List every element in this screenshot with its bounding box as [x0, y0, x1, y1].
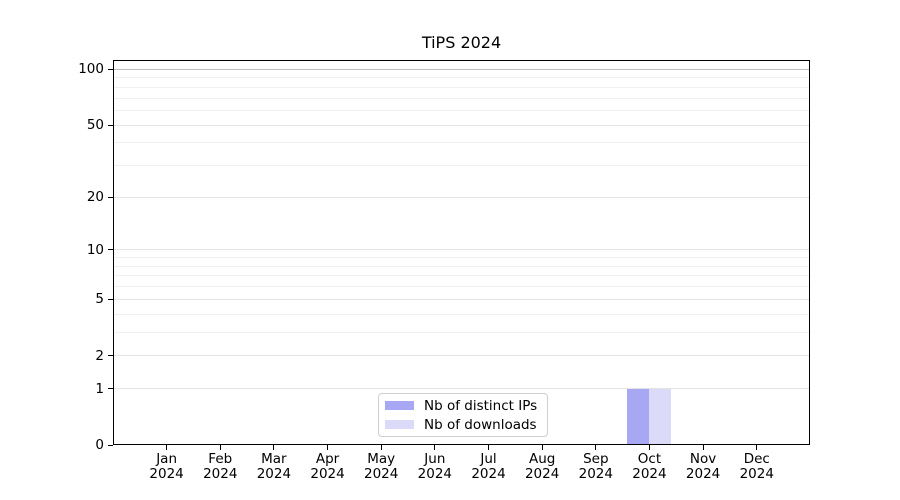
- y-tick-mark: [108, 124, 113, 126]
- y-tick-mark: [108, 444, 113, 446]
- y-tick-mark: [108, 355, 113, 357]
- y-tick-label: 0: [95, 437, 104, 453]
- x-tick-label: Jul 2024: [471, 451, 506, 482]
- gridline: [113, 97, 810, 99]
- gridline: [113, 257, 810, 259]
- gridline: [113, 77, 810, 79]
- x-tick-label: Dec 2024: [739, 451, 774, 482]
- x-tick-mark: [541, 445, 543, 450]
- x-tick-mark: [380, 445, 382, 450]
- x-tick-mark: [434, 445, 436, 450]
- x-tick-mark: [488, 445, 489, 450]
- legend: Nb of distinct IPs Nb of downloads: [378, 393, 548, 437]
- gridline: [113, 86, 810, 88]
- legend-item-distinct-ips: Nb of distinct IPs: [385, 399, 541, 413]
- x-tick-mark: [595, 445, 597, 450]
- y-tick-mark: [108, 388, 113, 390]
- gridline: [113, 275, 810, 277]
- gridline: [113, 109, 810, 111]
- gridline: [113, 124, 810, 126]
- legend-swatch-downloads: [385, 420, 414, 429]
- x-tick-mark: [702, 445, 704, 450]
- x-tick-mark: [756, 445, 758, 450]
- gridline: [113, 265, 810, 267]
- y-tick-mark: [108, 196, 113, 198]
- x-tick-mark: [219, 445, 221, 450]
- x-tick-label: Aug 2024: [524, 451, 560, 482]
- gridline: [113, 165, 810, 167]
- bar-distinct-ips: [627, 388, 650, 444]
- legend-label-distinct-ips: Nb of distinct IPs: [424, 397, 538, 414]
- plot-border: [113, 60, 810, 445]
- gridline: [113, 196, 810, 198]
- legend-label-downloads: Nb of downloads: [424, 416, 537, 433]
- x-tick-label: Sep 2024: [578, 451, 613, 482]
- x-tick-label: Nov 2024: [685, 451, 721, 482]
- y-tick-label: 50: [86, 117, 104, 133]
- gridline: [113, 142, 810, 144]
- x-tick-label: Jun 2024: [417, 451, 453, 482]
- y-tick-label: 100: [78, 61, 104, 78]
- x-tick-label: Jan 2024: [149, 451, 184, 482]
- y-tick-label: 5: [95, 291, 104, 308]
- x-tick-mark: [166, 445, 168, 450]
- y-tick-label: 2: [95, 347, 104, 364]
- gridline: [113, 249, 810, 251]
- x-tick-label: Apr 2024: [310, 451, 345, 482]
- y-tick-label: 1: [95, 380, 104, 397]
- x-tick-mark: [273, 445, 275, 450]
- x-tick-mark: [648, 445, 650, 450]
- legend-item-downloads: Nb of downloads: [385, 418, 541, 432]
- legend-swatch-distinct-ips: [385, 401, 414, 410]
- y-tick-mark: [108, 249, 113, 251]
- x-tick-mark: [327, 445, 329, 450]
- y-tick-mark: [108, 68, 113, 70]
- bar-downloads: [649, 388, 672, 444]
- x-tick-label: May 2024: [364, 451, 399, 482]
- gridline: [113, 331, 810, 333]
- gridline: [113, 298, 810, 300]
- gridline: [113, 313, 810, 315]
- x-tick-label: Oct 2024: [632, 451, 667, 482]
- chart-title: TiPS 2024: [421, 33, 502, 52]
- gridline: [113, 286, 810, 288]
- y-tick-label: 20: [86, 189, 104, 206]
- y-tick-label: 10: [86, 241, 104, 258]
- gridline: [113, 388, 810, 390]
- x-tick-label: Feb 2024: [203, 451, 238, 482]
- gridline: [113, 355, 810, 357]
- x-tick-label: Mar 2024: [256, 451, 292, 482]
- gridline: [113, 68, 810, 70]
- y-tick-mark: [108, 298, 113, 300]
